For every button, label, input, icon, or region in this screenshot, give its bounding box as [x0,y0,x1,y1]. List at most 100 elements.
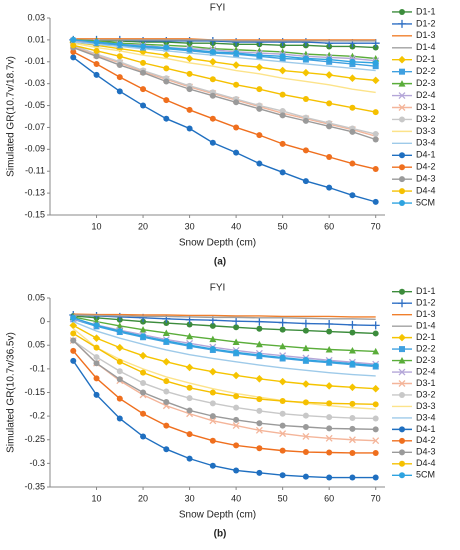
point [209,115,216,122]
y-tick-label: 0.05 [27,292,45,302]
legend-marker [399,449,405,456]
x-tick-label: 70 [371,221,381,231]
point [255,426,263,434]
point [256,86,263,93]
point [256,132,263,139]
legend-label: D1-4 [416,321,436,331]
point [372,109,379,116]
legend-marker [399,152,405,159]
point [278,318,287,327]
point [139,351,147,360]
point [233,349,240,356]
legend-label: D2-4 [416,90,436,100]
point [325,382,333,390]
point [372,59,379,66]
point [325,346,333,353]
point [372,362,379,369]
point [256,325,263,332]
point [256,52,263,59]
point [279,91,286,98]
point [372,401,379,408]
y-tick-label: 0.03 [27,12,45,22]
legend-label: D1-1 [416,286,436,296]
point [302,147,309,154]
legend-label: D3-2 [416,389,436,399]
point [93,322,100,329]
legend-label: D3-4 [416,412,436,422]
point [255,374,264,383]
series-line [73,39,376,42]
point [279,140,286,147]
point [326,153,333,160]
series-line [72,56,376,203]
point [372,449,379,456]
point [163,65,170,72]
point [163,388,170,395]
point [348,52,356,60]
point [116,62,123,69]
point [302,432,310,440]
point [348,74,357,82]
x-tick-label: 60 [324,221,334,231]
legend-marker [398,104,406,111]
point [70,48,77,55]
point [349,425,356,432]
series-line [73,318,376,365]
point [326,474,333,481]
point [325,434,333,442]
series-line [72,339,376,420]
point [185,54,194,63]
point [209,335,217,343]
series-line [73,315,376,335]
point [326,100,333,107]
legend-label: D2-3 [416,78,436,88]
point [93,39,100,46]
series-line [73,316,376,353]
point [326,449,333,456]
point [349,192,356,199]
point [162,357,171,366]
point [70,314,77,321]
y-tick-label: 0.01 [27,34,45,44]
legend-marker [398,357,406,364]
point [302,178,309,185]
legend-label: D4-3 [416,174,436,184]
point [232,61,240,69]
point [348,383,357,392]
point [209,437,216,444]
point [302,473,309,480]
point [256,105,263,112]
point [186,106,193,113]
legend-marker [399,116,405,123]
y-tick-label: -0.01 [24,56,45,66]
legend-label: D4-2 [416,435,436,445]
legend-label: D1-4 [416,42,436,52]
legend-marker [399,472,405,479]
point [116,322,124,329]
point [93,360,100,367]
legend-label: D3-1 [416,378,436,388]
point [116,53,123,60]
point [372,437,380,445]
series-line [72,340,376,442]
point [140,369,147,376]
point [163,378,170,385]
x-tick-label: 40 [231,493,241,503]
point [70,357,77,364]
point [279,472,286,479]
point [116,395,123,402]
point [372,166,379,173]
series-line [73,314,376,320]
point [209,417,217,425]
point [163,44,170,51]
point [325,71,333,79]
point [116,88,123,95]
point [302,449,309,456]
point [349,449,356,456]
legend-label: D1-2 [416,298,436,308]
point [163,97,170,104]
series-line [72,350,376,454]
legend-label: D2-1 [416,54,436,64]
point [163,78,170,85]
point [162,51,171,60]
